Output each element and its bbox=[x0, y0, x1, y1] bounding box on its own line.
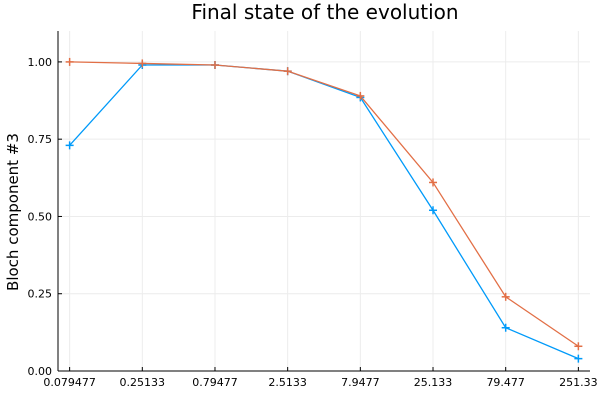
x-tick-label: 0.079477 bbox=[43, 376, 96, 389]
x-tick-label: 0.79477 bbox=[192, 376, 238, 389]
series bbox=[65, 57, 583, 363]
data-point-marker bbox=[574, 342, 583, 351]
data-point-marker bbox=[501, 292, 510, 301]
x-tick-label: 25.133 bbox=[414, 376, 453, 389]
data-point-marker bbox=[283, 67, 292, 76]
x-tick-label: 7.9477 bbox=[341, 376, 380, 389]
x-tick-label: 251.33 bbox=[559, 376, 598, 389]
x-ticks: 0.079477 0.25133 0.79477 2.5133 7.9477 25.133… bbox=[43, 367, 598, 389]
y-axis-label: Bloch component #3 bbox=[4, 133, 22, 291]
data-point-marker bbox=[356, 91, 365, 100]
data-point-marker bbox=[429, 206, 438, 215]
y-tick-label: 0.75 bbox=[28, 133, 53, 146]
x-tick-label: 2.5133 bbox=[268, 376, 307, 389]
axes bbox=[57, 31, 590, 372]
x-tick-label: 79.477 bbox=[486, 376, 525, 389]
data-point-marker bbox=[138, 59, 147, 68]
series-2 bbox=[65, 57, 583, 351]
y-tick-label: 1.00 bbox=[28, 56, 53, 69]
data-point-marker bbox=[65, 141, 74, 150]
data-point-marker bbox=[210, 61, 219, 69]
data-point-marker bbox=[429, 178, 438, 187]
y-tick-label: 0.25 bbox=[28, 288, 53, 301]
series-2-line bbox=[69, 61, 579, 347]
y-tick-label: 0.00 bbox=[28, 365, 53, 378]
series-1-line bbox=[69, 64, 579, 360]
data-point-marker bbox=[574, 354, 583, 363]
y-ticks: 0.00 0.25 0.50 0.75 1.00 bbox=[28, 56, 62, 378]
chart-title: Final state of the evolution bbox=[191, 0, 458, 24]
data-point-marker bbox=[501, 323, 510, 332]
grid bbox=[58, 31, 590, 372]
series-1 bbox=[65, 61, 583, 363]
x-tick-label: 0.25133 bbox=[120, 376, 166, 389]
y-tick-label: 0.50 bbox=[28, 210, 53, 223]
data-point-marker bbox=[65, 57, 74, 66]
